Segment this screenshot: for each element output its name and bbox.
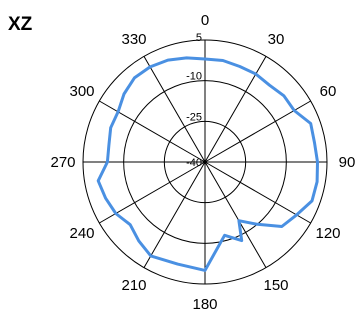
spoke-150 (204, 161, 267, 268)
angle-tick-label: 120 (315, 225, 340, 242)
spoke-300 (99, 100, 206, 163)
series-layer (96, 56, 319, 272)
angle-tick-label: 180 (192, 296, 217, 313)
radial-tick-label: -10 (186, 71, 202, 83)
chart-title: XZ (8, 14, 33, 35)
spoke-330 (143, 56, 206, 163)
radial-tick-label: -25 (186, 111, 202, 123)
angle-tick-labels: 0 30 60 90 120 150 180 210 240 270 300 330 (50, 12, 355, 313)
angle-tick-label: 60 (320, 83, 337, 100)
angle-tick-label: 240 (69, 225, 94, 242)
spoke-30 (204, 56, 267, 163)
radial-tick-label: 5 (196, 32, 202, 44)
series-line-0 (96, 56, 319, 272)
angle-tick-label: 330 (121, 31, 146, 48)
angle-tick-label: 300 (69, 83, 94, 100)
angle-tick-label: 150 (263, 277, 288, 294)
angle-tick-label: 0 (201, 12, 209, 29)
spoke-210 (143, 161, 206, 268)
radial-tick-label: -40 (186, 157, 202, 169)
angle-tick-label: 30 (268, 31, 285, 48)
angle-tick-label: 210 (121, 277, 146, 294)
angle-tick-label: 270 (50, 154, 75, 171)
radial-tick-labels: -40 -25 -10 5 (186, 32, 202, 169)
angle-tick-label: 90 (339, 154, 356, 171)
angular-grid (83, 40, 327, 284)
spoke-120 (204, 161, 311, 224)
